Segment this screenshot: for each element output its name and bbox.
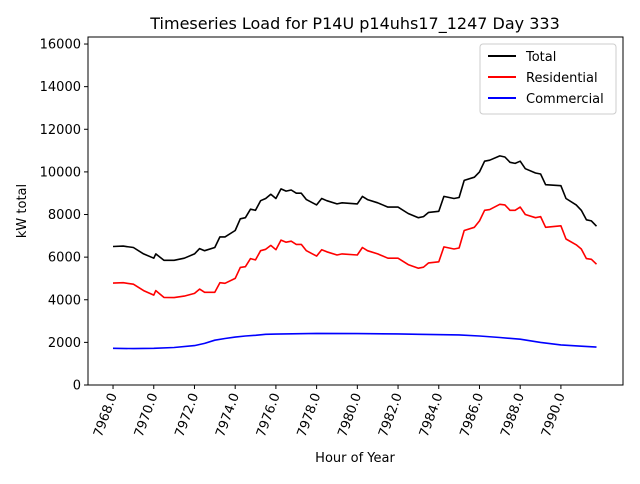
legend-box bbox=[479, 43, 617, 115]
x-tick-label: 7984.0 bbox=[417, 391, 447, 439]
legend: Total Residential Commercial bbox=[479, 43, 617, 115]
x-tick-label: 7990.0 bbox=[539, 391, 569, 439]
x-tick-label: 7974.0 bbox=[213, 391, 243, 439]
x-tick-label: 7988.0 bbox=[498, 391, 528, 439]
y-axis-label: kW total bbox=[15, 184, 30, 238]
series-line-commercial bbox=[112, 332, 597, 350]
x-tick-label: 7970.0 bbox=[132, 391, 162, 439]
y-tick-label: 12000 bbox=[40, 123, 81, 138]
x-tick-label: 7976.0 bbox=[254, 391, 284, 439]
x-tick-label: 7978.0 bbox=[295, 391, 325, 439]
x-tick-label: 7972.0 bbox=[173, 391, 203, 439]
legend-label: Residential bbox=[526, 71, 598, 86]
y-tick-label: 0 bbox=[73, 379, 81, 394]
y-tick-label: 2000 bbox=[48, 336, 81, 351]
y-tick-label: 8000 bbox=[48, 208, 81, 223]
y-tick-label: 16000 bbox=[40, 38, 81, 53]
x-tick-label: 7986.0 bbox=[458, 391, 488, 439]
x-tick-label: 7980.0 bbox=[335, 391, 365, 439]
x-tick-label: 7982.0 bbox=[376, 391, 406, 439]
y-tick-label: 14000 bbox=[40, 80, 81, 95]
plot-frame bbox=[87, 36, 624, 386]
legend-label: Total bbox=[525, 50, 556, 65]
series-line-total bbox=[112, 155, 598, 262]
x-axis-label: Hour of Year bbox=[315, 451, 395, 466]
y-tick-label: 6000 bbox=[48, 251, 81, 266]
x-tick-label: 7968.0 bbox=[91, 391, 121, 439]
legend-label: Commercial bbox=[526, 92, 604, 107]
y-tick-label: 10000 bbox=[40, 165, 81, 180]
y-tick-label: 4000 bbox=[48, 293, 81, 308]
series-line-residential bbox=[112, 203, 598, 299]
chart-title: Timeseries Load for P14U p14uhs17_1247 D… bbox=[149, 14, 560, 34]
